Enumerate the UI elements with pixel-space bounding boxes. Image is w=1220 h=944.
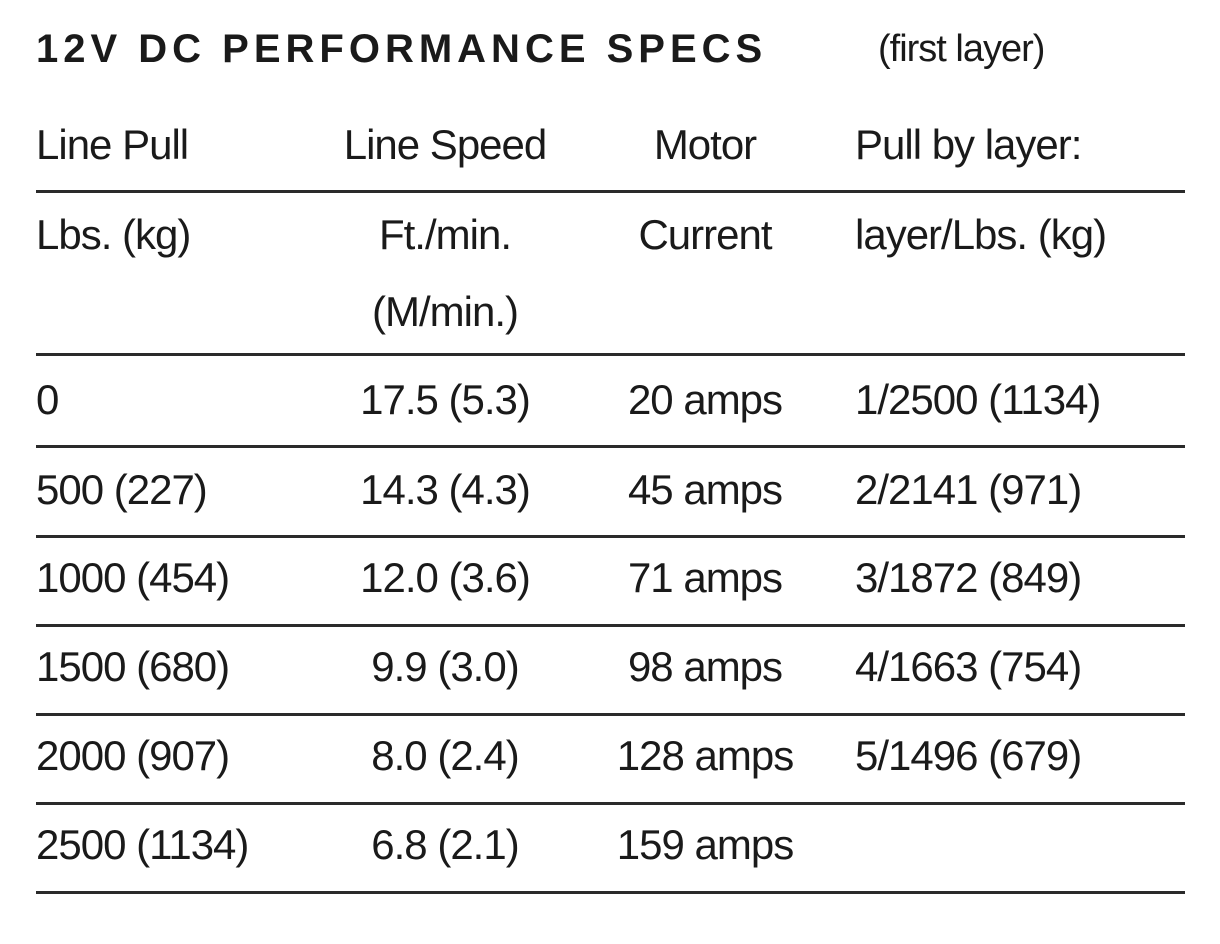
table-cell: 1/2500 (1134) <box>855 376 1101 423</box>
table-cell: 6.8 (2.1) <box>371 821 519 868</box>
table-cell: 17.5 (5.3) <box>360 376 531 423</box>
subtitle: (first layer) <box>878 28 1045 70</box>
rule <box>36 353 1185 356</box>
table-cell: 14.3 (4.3) <box>360 466 531 513</box>
rule <box>36 802 1185 805</box>
header-cell: (M/min.) <box>372 288 519 335</box>
table-cell: 12.0 (3.6) <box>360 554 531 601</box>
header-cell: Line Pull <box>36 121 189 168</box>
rule <box>36 624 1185 627</box>
table-cell: 159 amps <box>616 821 794 868</box>
table-cell: 4/1663 (754) <box>855 643 1082 690</box>
table-cell: 2/2141 (971) <box>855 466 1082 513</box>
header-cell: Line Speed <box>343 121 548 168</box>
rule <box>36 891 1185 894</box>
rule <box>36 190 1185 193</box>
table-cell: 5/1496 (679) <box>855 732 1082 779</box>
rule <box>36 713 1185 716</box>
rule <box>36 535 1185 538</box>
header-cell: Motor <box>653 121 757 168</box>
table-cell: 3/1872 (849) <box>855 554 1082 601</box>
table-cell: 9.9 (3.0) <box>371 643 519 690</box>
table-cell: 128 amps <box>616 732 794 779</box>
rule <box>36 445 1185 448</box>
header-cell: Pull by layer: <box>855 121 1082 168</box>
header-cell: layer/Lbs. (kg) <box>855 211 1107 258</box>
table-cell: 45 amps <box>627 466 783 513</box>
header-cell: Lbs. (kg) <box>36 211 191 258</box>
table-cell: 2000 (907) <box>36 732 230 779</box>
table-cell: 1500 (680) <box>36 643 230 690</box>
title: 12V DC PERFORMANCE SPECS <box>36 27 768 71</box>
header-cell: Current <box>638 211 772 258</box>
table-cell: 98 amps <box>627 643 783 690</box>
table-cell: 2500 (1134) <box>36 821 249 868</box>
table-cell: 1000 (454) <box>36 554 230 601</box>
header-cell: Ft./min. <box>378 211 512 258</box>
table-cell: 500 (227) <box>36 466 208 513</box>
table-cell: 71 amps <box>627 554 783 601</box>
table-cell: 8.0 (2.4) <box>371 732 519 779</box>
table-cell: 0 <box>36 376 59 423</box>
table-cell: 20 amps <box>627 376 783 423</box>
